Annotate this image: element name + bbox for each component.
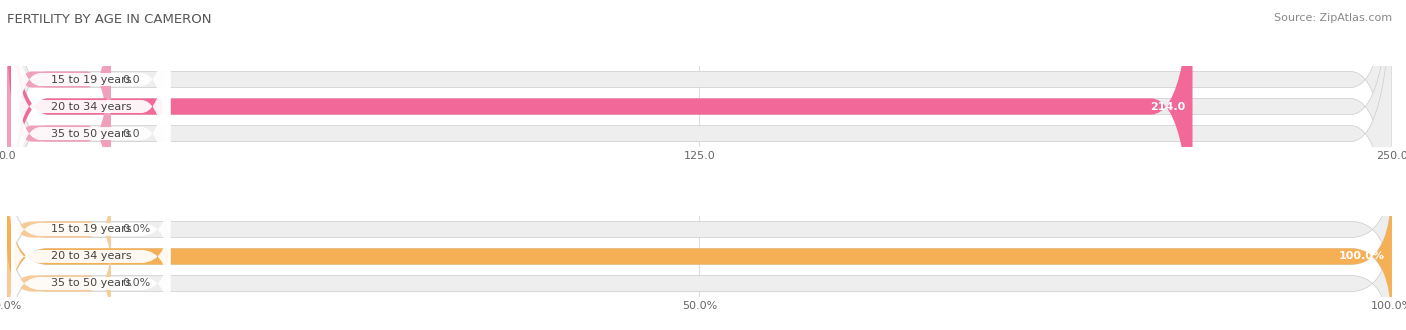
FancyBboxPatch shape xyxy=(7,0,1392,274)
FancyBboxPatch shape xyxy=(11,0,170,215)
Text: 20 to 34 years: 20 to 34 years xyxy=(51,251,131,261)
FancyBboxPatch shape xyxy=(11,0,170,242)
Text: 20 to 34 years: 20 to 34 years xyxy=(51,102,131,112)
Text: 0.0: 0.0 xyxy=(122,129,139,139)
Text: 35 to 50 years: 35 to 50 years xyxy=(51,129,131,139)
Text: 15 to 19 years: 15 to 19 years xyxy=(51,224,131,234)
Text: 0.0%: 0.0% xyxy=(122,279,150,288)
Text: 0.0: 0.0 xyxy=(122,75,139,84)
FancyBboxPatch shape xyxy=(7,20,111,247)
FancyBboxPatch shape xyxy=(7,0,1392,301)
Text: Source: ZipAtlas.com: Source: ZipAtlas.com xyxy=(1274,13,1392,23)
FancyBboxPatch shape xyxy=(7,0,1392,328)
Text: 214.0: 214.0 xyxy=(1150,102,1185,112)
FancyBboxPatch shape xyxy=(7,183,1392,329)
FancyBboxPatch shape xyxy=(7,183,1392,329)
FancyBboxPatch shape xyxy=(7,156,1392,302)
FancyBboxPatch shape xyxy=(11,233,170,330)
FancyBboxPatch shape xyxy=(7,243,111,324)
FancyBboxPatch shape xyxy=(11,0,170,269)
Text: 15 to 19 years: 15 to 19 years xyxy=(51,75,131,84)
FancyBboxPatch shape xyxy=(7,189,111,270)
FancyBboxPatch shape xyxy=(7,0,1192,301)
FancyBboxPatch shape xyxy=(11,206,170,307)
Text: FERTILITY BY AGE IN CAMERON: FERTILITY BY AGE IN CAMERON xyxy=(7,13,211,26)
FancyBboxPatch shape xyxy=(7,211,1392,330)
FancyBboxPatch shape xyxy=(7,0,111,193)
Text: 100.0%: 100.0% xyxy=(1339,251,1385,261)
Text: 0.0%: 0.0% xyxy=(122,224,150,234)
FancyBboxPatch shape xyxy=(11,179,170,280)
Text: 35 to 50 years: 35 to 50 years xyxy=(51,279,131,288)
